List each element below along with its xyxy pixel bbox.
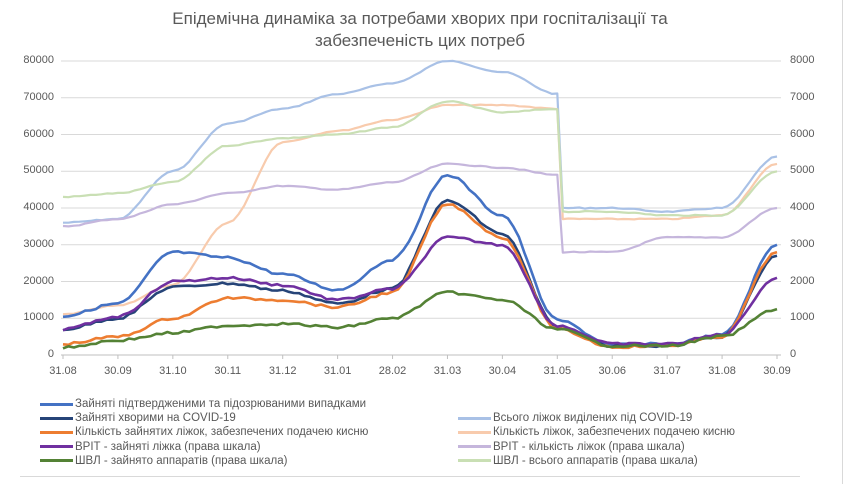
legend-swatch [458,416,491,420]
legend-label: Кількість зайнятих ліжок, забезпечених п… [75,426,369,439]
legend-swatch [458,445,491,449]
legend-label: Всього ліжок виділених під COVID-19 [493,412,693,425]
y2-tick-label: 5000 [790,164,815,177]
x-tick-label: 31.08 [49,365,77,377]
x-tick-label: 31.08 [708,365,736,377]
series-line [63,59,778,224]
legend-label: ВРІТ - кількість ліжок (права шкала) [493,440,685,453]
legend-swatch [458,430,491,434]
y2-tick-label: 7000 [790,90,815,103]
x-tick-label: 31.03 [433,365,462,377]
y-tick-label: 80000 [23,54,54,66]
y-tick-label: 40000 [23,201,54,213]
x-tick-label: 30.04 [488,365,517,377]
legend-swatch [458,459,491,463]
legend-item: ВРІТ - зайняті ліжка (права шкала) [40,440,261,454]
legend-label: Зайняті хворими на COVID-19 [75,412,236,425]
legend-divider [20,476,800,477]
series-line [62,162,778,254]
x-tick-label: 31.07 [653,365,681,377]
x-tick-label: 30.11 [214,365,242,377]
y2-tick-label: 8000 [790,54,815,66]
legend-item: Зайняті хворими на COVID-19 [40,411,236,425]
legend-swatch [40,445,73,449]
legend-swatch [40,459,73,463]
y2-tick-label: 0 [790,348,797,360]
y2-tick-label: 3000 [790,237,815,250]
legend-swatch [40,430,73,434]
y-tick-label: 20000 [23,274,54,287]
legend-item: ВРІТ - кількість ліжок (права шкала) [458,440,685,454]
y-tick-label: 60000 [23,127,54,140]
chart-title-line-2: забезпеченість цих потреб [314,31,526,50]
series-line [62,235,778,347]
chart-title: Епідемічна динаміка за потребами хворих … [60,8,780,52]
y-tick-label: 0 [47,348,54,360]
y-tick-label: 10000 [23,311,54,324]
y2-tick-label: 6000 [790,127,815,140]
x-tick-label: 31.01 [323,365,352,377]
legend-item: ШВЛ - зайнято аппаратів (права шкала) [40,454,287,468]
y2-tick-label: 1000 [790,311,815,324]
legend-label: Кількість ліжок, забезпечених подачею ки… [493,426,736,439]
legend-item: ШВЛ - всього аппаратів (права шкала) [458,454,698,468]
legend-item: Кількість ліжок, забезпечених подачею ки… [458,425,735,439]
y-tick-label: 70000 [23,90,54,103]
series-line [62,203,778,350]
x-tick-label: 31.05 [543,365,572,377]
y-tick-label: 30000 [23,237,54,250]
x-tick-label: 31.10 [159,365,187,377]
y-tick-label: 50000 [23,164,54,177]
x-tick-label: 30.09 [763,365,791,377]
legend-item: Зайняті підтвердженими та підозрюваними … [40,397,366,411]
x-tick-label: 30.09 [104,365,132,377]
chart-title-line-1: Епідемічна динаміка за потребами хворих … [172,9,668,28]
legend-item: Кількість зайнятих ліжок, забезпечених п… [40,425,368,439]
series-line [62,198,778,349]
y2-tick-label: 4000 [790,201,815,213]
chart-border [842,0,843,484]
x-tick-label: 28.02 [378,365,407,377]
y2-tick-label: 2000 [790,274,815,287]
x-tick-label: 31.12 [268,365,297,377]
legend-label: ШВЛ - всього аппаратів (права шкала) [493,454,698,467]
series-line [62,100,778,217]
legend-item: Всього ліжок виділених під COVID-19 [458,411,692,425]
legend-label: Зайняті підтвердженими та підозрюваними … [75,398,367,410]
legend-label: ВРІТ - зайняті ліжка (права шкала) [75,440,261,453]
legend-swatch [40,402,73,406]
x-tick-label: 30.06 [598,365,626,377]
legend-swatch [40,416,73,420]
legend-label: ШВЛ - зайнято аппаратів (права шкала) [75,454,288,467]
series-line [62,290,778,350]
